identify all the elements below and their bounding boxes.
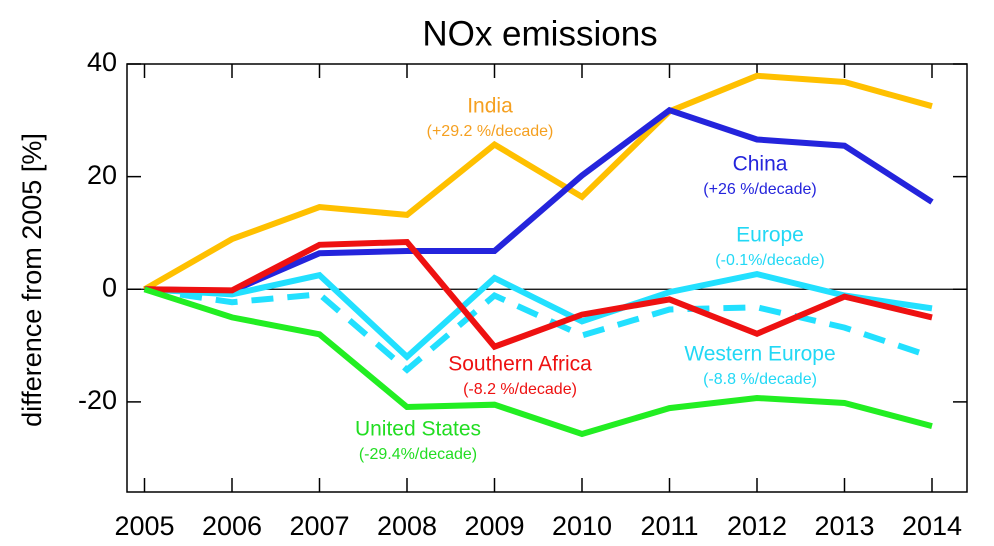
- x-tick-label: 2013: [814, 511, 874, 541]
- series-line: [144, 271, 933, 361]
- y-tick-label: 40: [87, 47, 117, 77]
- x-tick-label: 2010: [552, 511, 612, 541]
- series-rate: (-8.8 %/decade): [703, 371, 817, 388]
- series-rate: (-8.2 %/decade): [463, 381, 577, 398]
- series-label: Western Europe: [684, 343, 835, 366]
- series-label: India: [467, 95, 513, 118]
- x-tick-label: 2005: [114, 511, 174, 541]
- series-label: China: [733, 153, 788, 176]
- series-rate: (-29.4%/decade): [359, 446, 477, 463]
- series-label: United States: [355, 418, 481, 441]
- x-tick-label: 2006: [202, 511, 262, 541]
- series-line: [144, 238, 933, 351]
- x-tick-label: 2014: [902, 511, 962, 541]
- x-tick-label: 2007: [289, 511, 349, 541]
- chart-title: NOx emissions: [422, 14, 657, 53]
- x-tick-label: 2011: [640, 511, 698, 541]
- series-rate: (+29.2 %/decade): [427, 123, 554, 140]
- x-tick-label: 2009: [464, 511, 524, 541]
- series-rate: (+26 %/decade): [703, 181, 816, 198]
- y-axis-label: difference from 2005 [%]: [17, 133, 47, 427]
- series-label: Europe: [736, 224, 804, 247]
- series-line: [143, 286, 933, 438]
- y-tick-label: 20: [87, 160, 117, 190]
- series-line: [144, 106, 934, 295]
- series-rate: (-0.1%/decade): [715, 252, 824, 269]
- series-line: [143, 72, 933, 292]
- series-label: Southern Africa: [448, 353, 592, 376]
- y-tick-label: -20: [78, 385, 117, 415]
- x-tick-label: 2008: [377, 511, 437, 541]
- y-tick-label: 0: [102, 272, 117, 302]
- x-tick-label: 2012: [727, 511, 787, 541]
- plot-frame: [126, 63, 968, 493]
